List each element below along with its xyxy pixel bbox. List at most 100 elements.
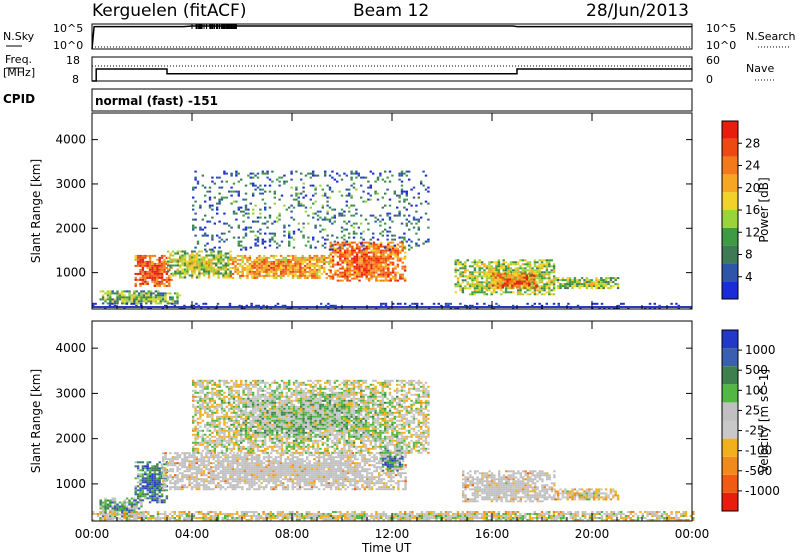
heatmap-cell	[346, 460, 350, 463]
heatmap-cell	[290, 204, 293, 207]
heatmap-cell	[307, 172, 310, 175]
heatmap-cell	[216, 202, 219, 205]
heatmap-cell	[525, 282, 528, 285]
heatmap-cell	[136, 256, 140, 259]
heatmap-cell	[277, 462, 280, 465]
heatmap-cell	[495, 261, 498, 264]
heatmap-cell	[427, 202, 430, 205]
heatmap-cell	[308, 454, 311, 457]
heatmap-cell	[403, 265, 407, 268]
heatmap-cell	[214, 470, 218, 473]
heatmap-cell	[241, 480, 244, 483]
heatmap-cell	[329, 261, 332, 264]
heatmap-cell	[141, 260, 145, 263]
heatmap-cell	[151, 485, 154, 488]
heatmap-cell	[176, 476, 179, 479]
heatmap-cell	[319, 210, 322, 213]
heatmap-cell	[156, 270, 159, 273]
heatmap-cell	[204, 200, 207, 203]
heatmap-cell	[401, 267, 404, 270]
heatmap-cell	[405, 198, 408, 201]
heatmap-cell	[348, 232, 351, 235]
heatmap-cell	[332, 482, 335, 485]
heatmap-cell	[561, 285, 565, 288]
heatmap-cell	[159, 298, 162, 301]
heatmap-cell	[372, 247, 376, 250]
heatmap-cell	[370, 249, 373, 252]
heatmap-cell	[368, 472, 371, 475]
heatmap-cell	[145, 300, 148, 303]
heatmap-cell	[528, 277, 532, 280]
heatmap-cell	[236, 460, 239, 463]
heatmap-cell	[507, 287, 510, 290]
heatmap-cell	[128, 499, 131, 502]
heatmap-cell	[282, 262, 285, 265]
heatmap-cell	[275, 262, 278, 265]
heatmap-cell	[265, 486, 268, 489]
heatmap-cell	[284, 256, 288, 259]
heatmap-cell	[236, 476, 239, 479]
heatmap-cell	[313, 270, 316, 273]
heatmap-cell	[288, 244, 291, 247]
heatmap-cell	[322, 462, 326, 465]
heatmap-cell	[480, 291, 484, 294]
heatmap-cell	[552, 289, 556, 292]
heatmap-cell	[540, 289, 544, 292]
heatmap-cell	[524, 269, 527, 272]
heatmap-cell	[340, 236, 344, 239]
heatmap-cell	[255, 482, 258, 485]
heatmap-cell	[207, 464, 210, 467]
heatmap-cell	[128, 300, 131, 303]
heatmap-cell	[224, 274, 227, 277]
heatmap-cell	[229, 474, 232, 477]
heatmap-cell	[360, 263, 364, 266]
heatmap-cell	[139, 491, 142, 494]
heatmap-cell	[351, 241, 354, 244]
heatmap-cell	[236, 480, 239, 483]
station-title: Kerguelen (fitACF)	[92, 1, 246, 21]
heatmap-cell	[262, 478, 266, 481]
heatmap-cell	[212, 458, 215, 461]
heatmap-cell	[416, 302, 419, 305]
colorbar-tick-label: 16	[745, 203, 760, 217]
heatmap-cell	[523, 284, 526, 287]
heatmap-cell	[158, 469, 161, 472]
heatmap-cell	[356, 480, 359, 483]
heatmap-cell	[181, 258, 184, 261]
heatmap-cell	[298, 488, 302, 491]
heatmap-cell	[312, 238, 315, 241]
heatmap-cell	[235, 170, 238, 173]
heatmap-cell	[427, 240, 430, 243]
heatmap-cell	[617, 304, 620, 307]
heatmap-cell	[279, 456, 282, 459]
heatmap-cell	[163, 463, 166, 466]
heatmap-cell	[289, 478, 292, 481]
heatmap-cell	[325, 470, 328, 473]
heatmap-cell	[355, 263, 359, 266]
heatmap-cell	[348, 269, 352, 272]
heatmap-cell	[156, 274, 159, 277]
heatmap-cell	[485, 287, 489, 290]
heatmap-cell	[380, 462, 383, 465]
heatmap-cell	[195, 254, 199, 257]
heatmap-cell	[284, 470, 287, 473]
heatmap-cell	[538, 302, 541, 305]
heatmap-cell	[159, 302, 162, 305]
heatmap-cell	[294, 466, 297, 469]
heatmap-cell	[346, 251, 349, 254]
heatmap-cell	[332, 480, 335, 483]
heatmap-cell	[183, 260, 187, 263]
heatmap-cell	[367, 222, 370, 225]
heatmap-cell	[523, 280, 526, 283]
heatmap-cell	[141, 278, 145, 281]
heatmap-cell	[190, 476, 194, 479]
heatmap-cell	[596, 302, 599, 305]
heatmap-cell	[241, 264, 244, 267]
heatmap-cell	[253, 274, 256, 277]
heatmap-cell	[573, 285, 577, 288]
heatmap-cell	[151, 264, 154, 267]
heatmap-cell	[246, 478, 249, 481]
heatmap-cell	[246, 256, 249, 259]
heatmap-cell	[341, 265, 344, 268]
heatmap-cell	[176, 292, 179, 295]
